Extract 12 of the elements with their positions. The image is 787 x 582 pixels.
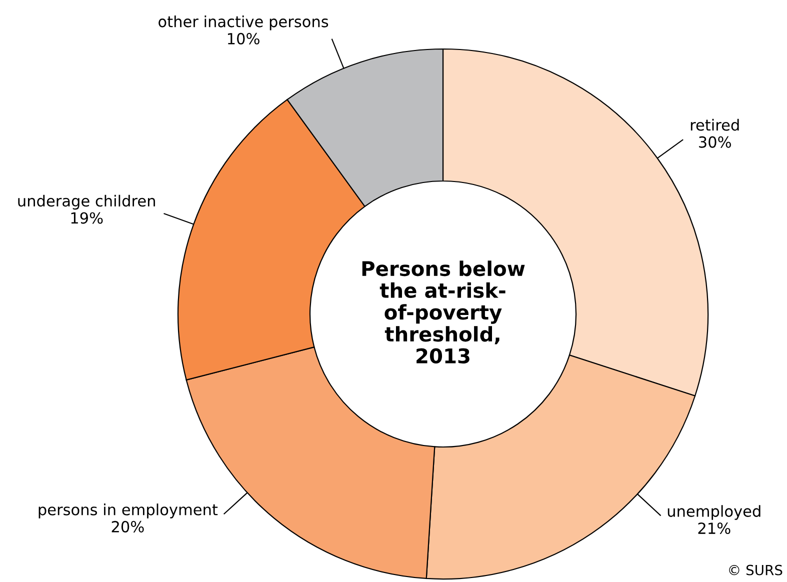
slice-label: retired	[690, 118, 739, 131]
text: © SURS	[729, 564, 782, 576]
slice-label: other inactive persons	[158, 15, 328, 30]
text: Persons below the at-risk- of-poverty threshold, 2013	[362, 260, 525, 364]
slice-label: underage children	[18, 194, 155, 210]
data-label: 19%	[71, 212, 103, 224]
data-label: 10%	[228, 32, 260, 44]
data-label: 20%	[112, 520, 144, 532]
data-label: 21%	[698, 522, 730, 534]
slice-label: unemployed	[668, 505, 760, 520]
slice-label: persons in employment	[38, 504, 218, 518]
data-label: 30%	[699, 136, 731, 148]
